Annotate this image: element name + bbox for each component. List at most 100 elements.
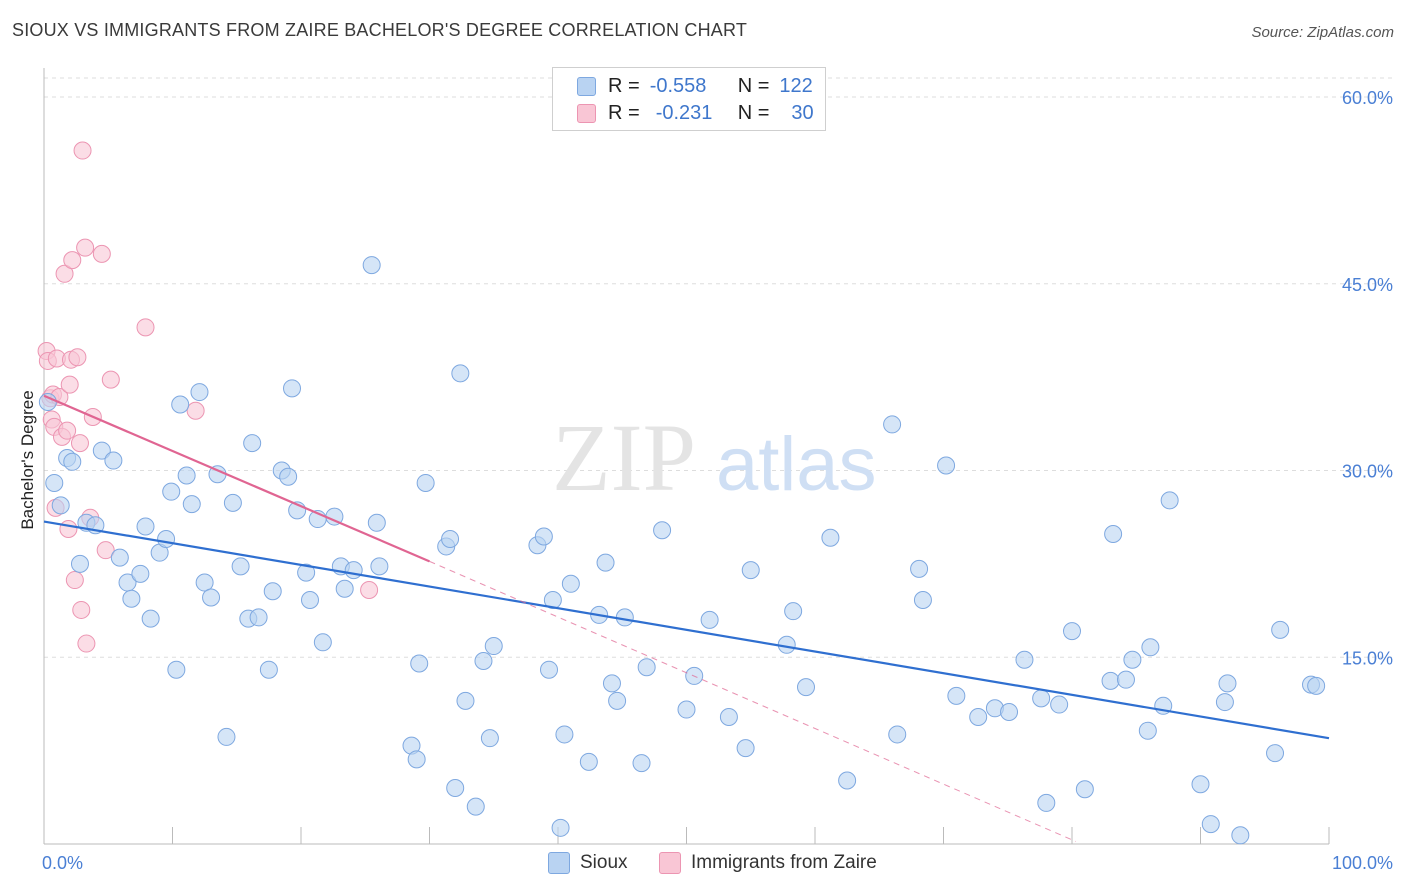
y-tick-label: 15.0%	[1342, 648, 1393, 668]
data-point-sioux	[821, 528, 840, 547]
data-point-sioux	[913, 590, 932, 609]
data-point-sioux	[1266, 744, 1285, 763]
data-point-sioux	[1231, 826, 1250, 845]
data-point-sioux	[202, 588, 221, 607]
watermark-atlas: atlas	[716, 422, 877, 507]
data-point-zaire	[360, 581, 379, 600]
data-point-sioux	[92, 441, 111, 460]
data-point-sioux	[561, 574, 580, 593]
data-point-sioux	[136, 517, 155, 536]
trend-lines	[43, 394, 1330, 842]
data-point-sioux	[784, 602, 803, 621]
data-point-sioux	[1218, 674, 1237, 693]
data-point-sioux	[370, 557, 389, 576]
legend-n-value-sioux: 122	[779, 74, 813, 97]
data-point-sioux	[1141, 638, 1160, 657]
legend-row-sioux: R = -0.558 N = 122	[553, 73, 813, 99]
data-point-sioux	[653, 521, 672, 540]
legend-label-sioux: Sioux	[580, 852, 628, 873]
data-point-sioux	[1015, 650, 1034, 669]
data-point-sioux	[888, 725, 907, 744]
data-point-sioux	[632, 754, 651, 773]
data-point-sioux	[736, 739, 755, 758]
data-point-sioux	[162, 482, 181, 501]
data-point-sioux	[637, 658, 656, 677]
data-point-sioux	[1307, 676, 1326, 695]
data-point-sioux	[367, 513, 386, 532]
data-point-sioux	[344, 561, 363, 580]
trend-line-zaire-extension	[429, 560, 1077, 842]
data-point-sioux	[466, 797, 485, 816]
data-point-sioux	[1050, 695, 1069, 714]
legend-r-label-zaire: R =	[608, 101, 640, 124]
data-point-sioux	[110, 548, 129, 567]
data-point-zaire	[58, 421, 77, 440]
data-point-sioux	[534, 527, 553, 546]
legend-color-zaire	[659, 852, 681, 874]
data-point-sioux	[1138, 721, 1157, 740]
data-point-sioux	[1000, 703, 1019, 722]
data-point-sioux	[543, 590, 562, 609]
data-point-sioux	[838, 771, 857, 790]
data-point-sioux	[38, 393, 57, 412]
y-tick-label: 30.0%	[1342, 462, 1393, 482]
data-point-zaire	[72, 600, 91, 619]
data-point-zaire	[77, 634, 96, 653]
data-point-sioux	[362, 256, 381, 275]
trend-line-sioux	[43, 520, 1330, 740]
data-point-sioux	[70, 554, 89, 573]
legend-swatch-zaire	[577, 103, 596, 123]
data-point-sioux	[410, 654, 429, 673]
data-point-sioux	[969, 708, 988, 727]
data-point-sioux	[1191, 775, 1210, 794]
legend-r-value-zaire: -0.231	[655, 101, 713, 124]
legend-n-value-zaire: 30	[791, 101, 814, 124]
x-tick-label-max: 100.0%	[1332, 853, 1393, 873]
data-point-sioux	[608, 691, 627, 710]
data-point-zaire	[70, 434, 89, 453]
data-point-sioux	[63, 452, 82, 471]
data-point-sioux	[883, 415, 902, 434]
data-point-sioux	[51, 496, 70, 515]
data-point-sioux	[441, 529, 460, 548]
data-point-sioux	[407, 750, 426, 769]
data-point-sioux	[451, 364, 470, 383]
data-point-sioux	[1116, 670, 1135, 689]
legend-r-value-sioux: -0.558	[649, 74, 707, 97]
data-point-zaire	[65, 571, 84, 590]
data-point-sioux	[190, 383, 209, 402]
data-point-sioux	[947, 686, 966, 705]
legend-item-sioux: Sioux	[548, 852, 628, 874]
data-point-sioux	[1075, 780, 1094, 799]
data-point-sioux	[1271, 620, 1290, 639]
data-point-sioux	[45, 473, 64, 492]
data-point-sioux	[474, 651, 493, 670]
series-legend: Sioux Immigrants from Zaire	[0, 852, 1406, 878]
data-point-sioux	[602, 674, 621, 693]
legend-n-label-zaire: N =	[737, 101, 770, 124]
y-tick-label: 45.0%	[1342, 275, 1393, 295]
legend-label-zaire: Immigrants from Zaire	[691, 852, 877, 873]
data-point-zaire	[73, 141, 92, 160]
data-point-sioux	[456, 691, 475, 710]
legend-item-zaire: Immigrants from Zaire	[659, 852, 877, 874]
data-point-sioux	[279, 467, 298, 486]
trend-line-zaire	[43, 394, 430, 563]
data-point-zaire	[60, 375, 79, 394]
data-point-zaire	[76, 238, 95, 257]
data-point-sioux	[797, 678, 816, 697]
data-point-sioux	[157, 529, 176, 548]
data-point-sioux	[122, 589, 141, 608]
data-point-sioux	[677, 700, 696, 719]
data-point-zaire	[63, 251, 82, 270]
data-point-sioux	[1037, 793, 1056, 812]
chart-title: SIOUX VS IMMIGRANTS FROM ZAIRE BACHELOR'…	[12, 20, 748, 40]
watermark: ZIP atlas	[552, 404, 877, 511]
data-point-sioux	[131, 564, 150, 583]
legend-color-sioux	[548, 852, 570, 874]
data-point-sioux	[223, 493, 242, 512]
chart-source: Source: ZipAtlas.com	[1251, 24, 1394, 41]
axes	[43, 68, 1330, 845]
data-point-sioux	[741, 561, 760, 580]
